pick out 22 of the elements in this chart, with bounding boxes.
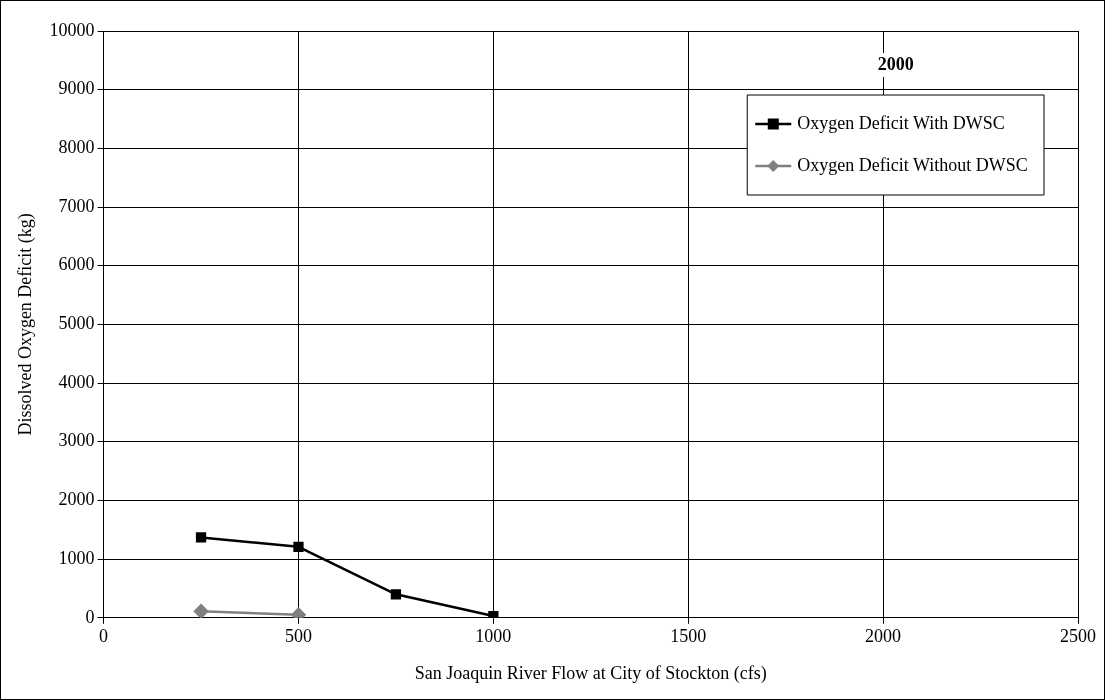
y-tick-label: 8000: [58, 137, 95, 158]
x-tick-label: 2000: [865, 626, 902, 647]
y-tick-label: 2000: [58, 489, 95, 510]
y-tick-label: 1000: [58, 547, 95, 568]
y-tick-label: 0: [85, 606, 95, 627]
x-tick-label: 2500: [1060, 626, 1096, 647]
y-tick-label: 9000: [58, 78, 95, 99]
y-tick-label: 7000: [58, 195, 95, 216]
x-tick-label: 500: [284, 626, 312, 647]
legend-title: 2000: [877, 53, 914, 74]
y-tick-label: 5000: [58, 313, 95, 334]
y-tick-label: 3000: [58, 430, 95, 451]
legend-label: Oxygen Deficit Without DWSC: [797, 154, 1028, 175]
y-tick-label: 6000: [58, 254, 95, 275]
x-tick-label: 1500: [670, 626, 707, 647]
y-tick-label: 4000: [58, 371, 95, 392]
x-tick-label: 1000: [475, 626, 512, 647]
legend-label: Oxygen Deficit With DWSC: [797, 112, 1005, 133]
y-tick-label: 10000: [49, 19, 95, 40]
x-axis-title: San Joaquin River Flow at City of Stockton (cfs): [414, 662, 767, 684]
y-axis-title: Dissolved Oxygen Deficit (kg): [14, 213, 36, 436]
x-tick-label: 0: [99, 626, 109, 647]
